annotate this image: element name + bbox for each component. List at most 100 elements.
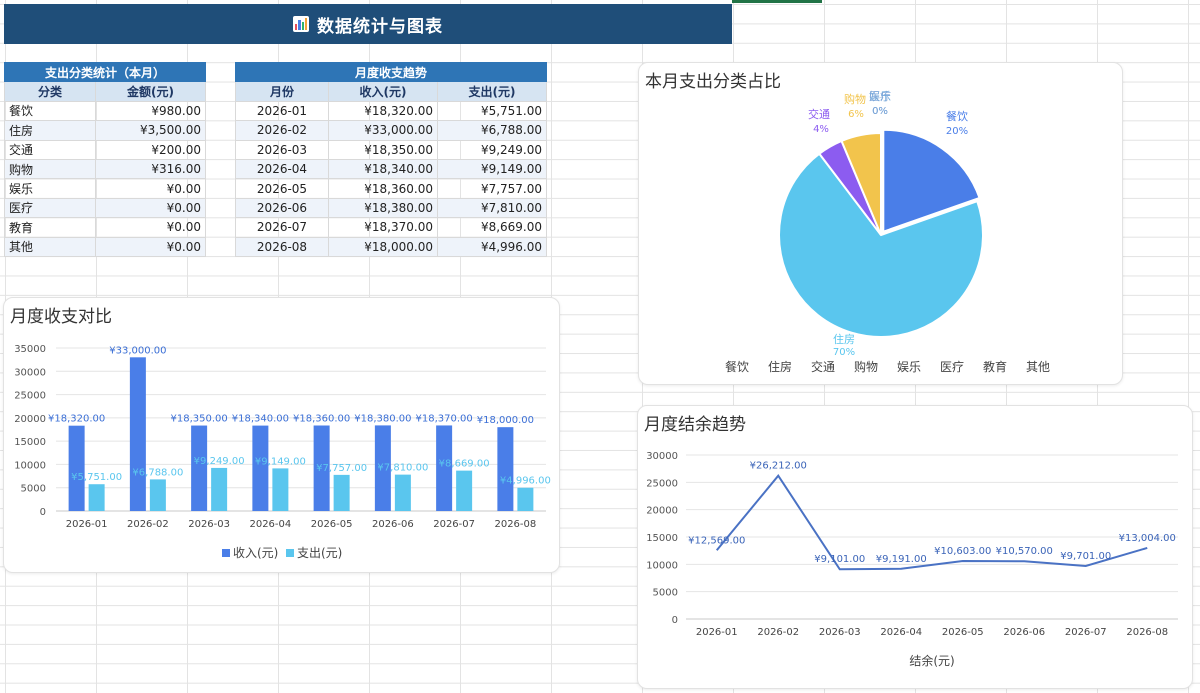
data-label: ¥8,669.00 <box>439 459 490 470</box>
data-label: ¥18,380.00 <box>354 413 411 424</box>
table-cell[interactable]: ¥9,149.00 <box>436 158 548 180</box>
table-cell[interactable]: ¥18,000.00 <box>328 236 438 257</box>
table-cell[interactable]: ¥0.00 <box>94 236 207 257</box>
table-cell[interactable]: ¥0.00 <box>94 178 207 199</box>
bar-chart-card[interactable]: 月度收支对比 0 5000 10000 15000 20000 25000 30000 350… <box>3 297 560 573</box>
line-chart-title: 月度结余趋势 <box>644 415 746 435</box>
table-cell[interactable]: ¥4,996.00 <box>436 236 548 257</box>
table-cell[interactable]: ¥18,370.00 <box>328 217 438 238</box>
data-label: ¥9,249.00 <box>194 456 245 467</box>
table-cell[interactable]: ¥316.00 <box>94 158 207 180</box>
table-cell[interactable]: ¥9,249.00 <box>436 139 548 160</box>
pie-slice[interactable] <box>778 152 984 338</box>
table-cell[interactable]: ¥980.00 <box>94 100 207 122</box>
expense-bar[interactable] <box>149 479 166 511</box>
table-cell[interactable]: ¥7,757.00 <box>436 178 548 199</box>
table-cell[interactable]: ¥33,000.00 <box>328 120 438 141</box>
income-bar[interactable] <box>191 425 208 511</box>
table-cell[interactable]: 交通 <box>4 139 96 160</box>
pie-slice-label: 购物 6% <box>844 92 866 120</box>
column-header[interactable]: 支出(元) <box>436 81 548 102</box>
x-tick-label: 2026-08 <box>494 519 536 530</box>
line-chart-card[interactable]: 月度结余趋势 0 5000 10000 15000 20000 25000 30000 ¥12… <box>637 405 1193 689</box>
y-tick-label: 5000 <box>653 588 678 599</box>
expense-bar[interactable] <box>211 467 228 511</box>
expense-bar[interactable] <box>456 470 473 511</box>
column-header[interactable]: 金额(元) <box>94 81 207 102</box>
balance-line[interactable] <box>715 474 1148 571</box>
table-row: 教育 ¥0.00 <box>4 217 207 238</box>
income-bar[interactable] <box>313 425 330 511</box>
table-cell[interactable]: 2026-02 <box>235 120 329 141</box>
y-tick-label: 10000 <box>14 460 46 471</box>
expense-bar[interactable] <box>333 474 350 511</box>
column-header[interactable]: 月份 <box>235 81 329 102</box>
legend-swatch <box>286 549 294 557</box>
table-cell[interactable]: ¥6,788.00 <box>436 120 548 141</box>
table-cell[interactable]: ¥18,380.00 <box>328 197 438 219</box>
income-bar[interactable] <box>252 425 269 511</box>
table-cell[interactable]: 2026-05 <box>235 178 329 199</box>
pie-slice[interactable] <box>840 131 882 236</box>
y-tick-label: 0 <box>40 507 46 518</box>
table-cell[interactable]: 教育 <box>4 217 96 238</box>
column-header[interactable]: 收入(元) <box>328 81 438 102</box>
line-chart[interactable]: 0 5000 10000 15000 20000 25000 30000 ¥12,569.00… <box>638 406 1194 690</box>
income-bar[interactable] <box>374 425 391 511</box>
chart-legend: 收入(元) 支出(元) <box>222 546 342 560</box>
table-cell[interactable]: ¥5,751.00 <box>436 100 548 122</box>
expense-bar[interactable] <box>88 484 105 511</box>
expense-bar[interactable] <box>394 474 411 511</box>
x-tick-label: 2026-07 <box>1065 627 1107 638</box>
table-cell[interactable]: 2026-08 <box>235 236 329 257</box>
slice-label-name: 娱乐 <box>869 89 891 103</box>
data-label: ¥18,320.00 <box>48 414 105 425</box>
data-label: ¥13,004.00 <box>1119 533 1176 544</box>
table-cell[interactable]: 娱乐 <box>4 178 96 199</box>
table-cell[interactable]: ¥18,320.00 <box>328 100 438 122</box>
table-cell[interactable]: ¥18,350.00 <box>328 139 438 160</box>
table-cell[interactable]: ¥3,500.00 <box>94 120 207 141</box>
data-label: ¥18,340.00 <box>232 414 289 425</box>
slice-label-percent: 0% <box>872 106 888 117</box>
data-label: ¥12,569.00 <box>688 535 745 546</box>
pie-slice[interactable] <box>882 128 981 234</box>
table-cell[interactable]: ¥0.00 <box>94 217 207 238</box>
table-cell[interactable]: 2026-04 <box>235 158 329 180</box>
table-cell[interactable]: ¥0.00 <box>94 197 207 219</box>
legend-entry: 结余(元) <box>909 653 954 668</box>
income-bar[interactable] <box>68 425 85 511</box>
table-cell[interactable]: 2026-07 <box>235 217 329 238</box>
table-cell[interactable]: ¥7,810.00 <box>436 197 548 219</box>
table-cell[interactable]: ¥18,340.00 <box>328 158 438 180</box>
income-bar[interactable] <box>497 427 514 511</box>
table-cell[interactable]: 住房 <box>4 120 96 141</box>
table-row: 其他 ¥0.00 <box>4 236 207 257</box>
legend-entry: 收入(元) <box>233 546 278 560</box>
selected-cell-indicator <box>732 0 822 3</box>
table-cell[interactable]: ¥200.00 <box>94 139 207 160</box>
category-table-title: 支出分类统计（本月） <box>3 61 207 83</box>
table-cell[interactable]: 2026-03 <box>235 139 329 160</box>
table-cell[interactable]: 购物 <box>4 158 96 180</box>
column-header[interactable]: 分类 <box>4 81 96 102</box>
table-cell[interactable]: 其他 <box>4 236 96 257</box>
table-cell[interactable]: 2026-06 <box>235 197 329 219</box>
expense-bar[interactable] <box>272 468 289 511</box>
pie-chart-card[interactable]: 本月支出分类占比 餐饮 20% 住房 70% 交通 4% 购物 6% 娱乐 0% 医疗 0% 餐饮 住房交… <box>638 62 1123 385</box>
table-cell[interactable]: 医疗 <box>4 197 96 219</box>
expense-bar[interactable] <box>517 487 534 511</box>
table-cell[interactable]: 餐饮 <box>4 100 96 122</box>
bar-chart[interactable]: 0 5000 10000 15000 20000 25000 30000 35000 ¥18,3… <box>4 298 561 574</box>
y-tick-label: 20000 <box>14 414 46 425</box>
table-cell[interactable]: ¥8,669.00 <box>436 217 548 238</box>
pie-slice-label: 餐饮 20% <box>946 109 968 137</box>
x-tick-label: 2026-04 <box>249 519 291 530</box>
table-cell[interactable]: 2026-01 <box>235 100 329 122</box>
data-label: ¥7,757.00 <box>316 463 367 474</box>
table-cell[interactable]: ¥18,360.00 <box>328 178 438 199</box>
income-bar[interactable] <box>129 357 146 511</box>
income-bar[interactable] <box>436 425 453 511</box>
